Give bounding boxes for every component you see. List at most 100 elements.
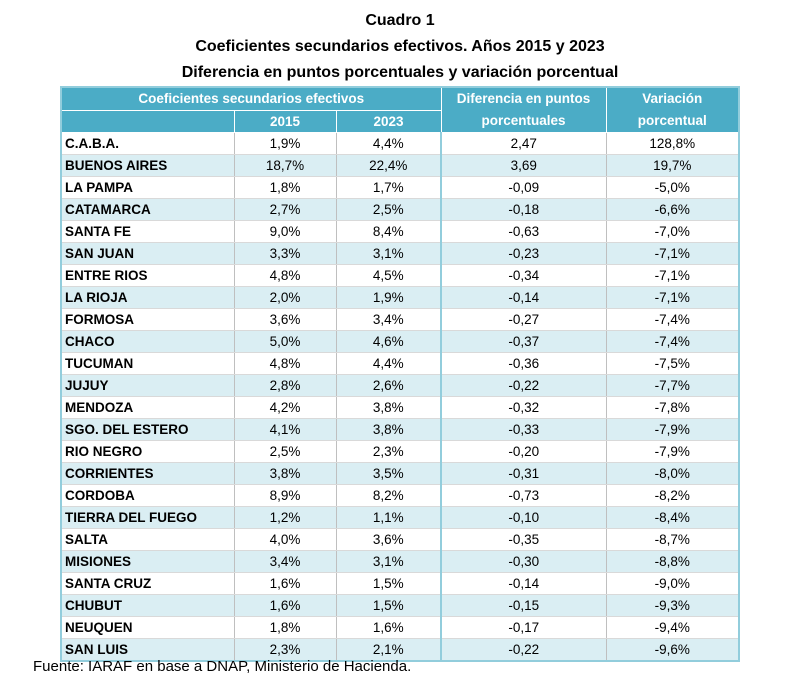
- value-2023-cell: 1,1%: [335, 506, 442, 529]
- diff-pp-cell: -0,73: [440, 484, 607, 507]
- value-2023-cell: 3,1%: [335, 550, 442, 573]
- value-2015-cell: 2,0%: [233, 286, 337, 309]
- variation-pct-cell: -7,8%: [605, 396, 740, 419]
- province-cell: FORMOSA: [60, 308, 235, 331]
- source-note: Fuente: IARAF en base a DNAP, Ministerio…: [33, 658, 412, 675]
- table-row: CORDOBA 8,9% 8,2% -0,73 -8,2%: [60, 484, 740, 507]
- variation-pct-cell: -7,7%: [605, 374, 740, 397]
- table-row: SAN JUAN 3,3% 3,1% -0,23 -7,1%: [60, 242, 740, 265]
- diff-pp-cell: -0,30: [440, 550, 607, 573]
- value-2015-cell: 3,8%: [233, 462, 337, 485]
- value-2023-cell: 1,7%: [335, 176, 442, 199]
- variation-pct-cell: -7,1%: [605, 286, 740, 309]
- value-2023-cell: 3,4%: [335, 308, 442, 331]
- province-cell: SAN LUIS: [60, 638, 235, 662]
- diff-pp-cell: -0,22: [440, 374, 607, 397]
- header-group: Coeficientes secundarios efectivos: [60, 86, 442, 111]
- diff-pp-cell: -0,20: [440, 440, 607, 463]
- value-2023-cell: 1,5%: [335, 572, 442, 595]
- variation-pct-cell: -7,9%: [605, 440, 740, 463]
- table-row: CHACO 5,0% 4,6% -0,37 -7,4%: [60, 330, 740, 353]
- variation-pct-cell: -7,1%: [605, 264, 740, 287]
- table-row: TIERRA DEL FUEGO 1,2% 1,1% -0,10 -8,4%: [60, 506, 740, 529]
- value-2015-cell: 3,3%: [233, 242, 337, 265]
- value-2015-cell: 4,8%: [233, 264, 337, 287]
- value-2015-cell: 2,3%: [233, 638, 337, 662]
- diff-pp-cell: -0,14: [440, 286, 607, 309]
- table-row: MISIONES 3,4% 3,1% -0,30 -8,8%: [60, 550, 740, 573]
- value-2015-cell: 1,6%: [233, 594, 337, 617]
- province-cell: JUJUY: [60, 374, 235, 397]
- table-row: SGO. DEL ESTERO 4,1% 3,8% -0,33 -7,9%: [60, 418, 740, 441]
- value-2023-cell: 1,6%: [335, 616, 442, 639]
- table-row: JUJUY 2,8% 2,6% -0,22 -7,7%: [60, 374, 740, 397]
- diff-pp-cell: -0,14: [440, 572, 607, 595]
- value-2023-cell: 22,4%: [335, 154, 442, 177]
- variation-pct-cell: -6,6%: [605, 198, 740, 221]
- diff-pp-cell: -0,34: [440, 264, 607, 287]
- variation-pct-cell: 128,8%: [605, 132, 740, 155]
- variation-pct-cell: -9,3%: [605, 594, 740, 617]
- value-2015-cell: 4,0%: [233, 528, 337, 551]
- province-cell: ENTRE RIOS: [60, 264, 235, 287]
- header-diff: Diferencia en puntos porcentuales: [440, 86, 607, 133]
- table-row: BUENOS AIRES 18,7% 22,4% 3,69 19,7%: [60, 154, 740, 177]
- variation-pct-cell: -8,4%: [605, 506, 740, 529]
- table-row: SALTA 4,0% 3,6% -0,35 -8,7%: [60, 528, 740, 551]
- value-2015-cell: 5,0%: [233, 330, 337, 353]
- table-row: C.A.B.A. 1,9% 4,4% 2,47 128,8%: [60, 132, 740, 155]
- value-2023-cell: 4,4%: [335, 352, 442, 375]
- province-cell: RIO NEGRO: [60, 440, 235, 463]
- diff-pp-cell: -0,63: [440, 220, 607, 243]
- table-title: Cuadro 1 Coeficientes secundarios efecti…: [0, 8, 800, 86]
- value-2015-cell: 8,9%: [233, 484, 337, 507]
- value-2015-cell: 4,2%: [233, 396, 337, 419]
- value-2015-cell: 2,7%: [233, 198, 337, 221]
- variation-pct-cell: 19,7%: [605, 154, 740, 177]
- diff-pp-cell: -0,09: [440, 176, 607, 199]
- diff-pp-cell: -0,18: [440, 198, 607, 221]
- variation-pct-cell: -9,6%: [605, 638, 740, 662]
- variation-pct-cell: -8,8%: [605, 550, 740, 573]
- diff-pp-cell: -0,27: [440, 308, 607, 331]
- variation-pct-cell: -8,7%: [605, 528, 740, 551]
- value-2015-cell: 4,1%: [233, 418, 337, 441]
- diff-pp-cell: -0,35: [440, 528, 607, 551]
- province-cell: CHUBUT: [60, 594, 235, 617]
- province-cell: LA RIOJA: [60, 286, 235, 309]
- province-cell: SALTA: [60, 528, 235, 551]
- value-2015-cell: 1,2%: [233, 506, 337, 529]
- title-line-3: Diferencia en puntos porcentuales y vari…: [181, 64, 619, 81]
- table-row: SAN LUIS 2,3% 2,1% -0,22 -9,6%: [60, 638, 740, 662]
- value-2023-cell: 4,4%: [335, 132, 442, 155]
- province-cell: MENDOZA: [60, 396, 235, 419]
- province-cell: LA PAMPA: [60, 176, 235, 199]
- province-cell: CORRIENTES: [60, 462, 235, 485]
- table-row: ENTRE RIOS 4,8% 4,5% -0,34 -7,1%: [60, 264, 740, 287]
- province-cell: SANTA FE: [60, 220, 235, 243]
- diff-pp-cell: -0,22: [440, 638, 607, 662]
- table-row: LA RIOJA 2,0% 1,9% -0,14 -7,1%: [60, 286, 740, 309]
- value-2015-cell: 2,5%: [233, 440, 337, 463]
- province-cell: CORDOBA: [60, 484, 235, 507]
- table-row: NEUQUEN 1,8% 1,6% -0,17 -9,4%: [60, 616, 740, 639]
- variation-pct-cell: -7,1%: [605, 242, 740, 265]
- province-cell: TIERRA DEL FUEGO: [60, 506, 235, 529]
- value-2015-cell: 4,8%: [233, 352, 337, 375]
- value-2023-cell: 8,2%: [335, 484, 442, 507]
- diff-pp-cell: -0,31: [440, 462, 607, 485]
- value-2015-cell: 9,0%: [233, 220, 337, 243]
- variation-pct-cell: -9,0%: [605, 572, 740, 595]
- value-2023-cell: 4,6%: [335, 330, 442, 353]
- table-row: CORRIENTES 3,8% 3,5% -0,31 -8,0%: [60, 462, 740, 485]
- value-2015-cell: 3,6%: [233, 308, 337, 331]
- variation-pct-cell: -7,0%: [605, 220, 740, 243]
- province-cell: NEUQUEN: [60, 616, 235, 639]
- diff-pp-cell: -0,36: [440, 352, 607, 375]
- value-2023-cell: 2,6%: [335, 374, 442, 397]
- value-2015-cell: 1,6%: [233, 572, 337, 595]
- value-2023-cell: 3,1%: [335, 242, 442, 265]
- diff-pp-cell: 3,69: [440, 154, 607, 177]
- variation-pct-cell: -9,4%: [605, 616, 740, 639]
- diff-pp-cell: -0,15: [440, 594, 607, 617]
